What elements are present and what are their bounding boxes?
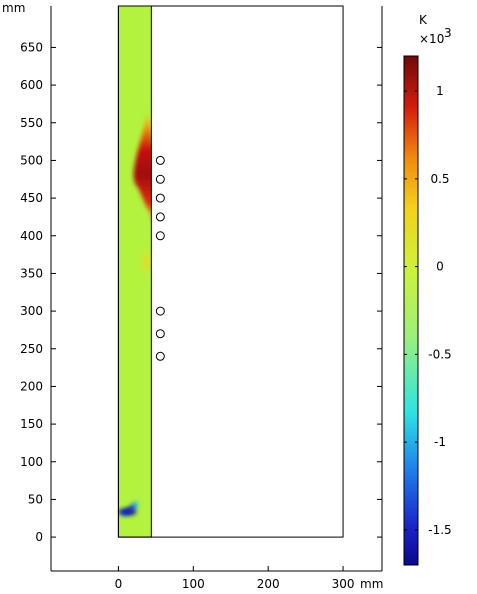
- colorbar-tick-label: -1: [434, 435, 446, 449]
- y-tick-label: 600: [20, 78, 43, 92]
- warm-spot: [138, 243, 152, 281]
- marker-point: [155, 351, 165, 361]
- x-tick-label: 200: [257, 577, 280, 591]
- markers: [155, 155, 165, 361]
- cold-core: [118, 508, 137, 516]
- colorbar-tick-label: 0.5: [430, 172, 449, 186]
- y-tick-label: 50: [28, 492, 43, 506]
- colorbar-tick-label: 0: [436, 260, 444, 274]
- marker-point: [155, 231, 165, 241]
- marker-point: [155, 174, 165, 184]
- x-tick-label: 300: [332, 577, 355, 591]
- marker-point: [155, 155, 165, 165]
- marker-point: [155, 212, 165, 222]
- axes: 0 50 100 150 200 250 300 350 400 450 500 550 600 650 0…: [2, 1, 383, 591]
- y-tick-label: 0: [35, 530, 43, 544]
- y-tick-label: 150: [20, 417, 43, 431]
- field-layer: [117, 5, 344, 538]
- colorbar-tick-label: -0.5: [428, 347, 451, 361]
- colorbar-unit-label: K: [419, 13, 428, 27]
- colorbar-tick-label: 1: [436, 84, 444, 98]
- field-strip: [118, 6, 152, 538]
- y-tick-label: 650: [20, 40, 43, 54]
- y-tick-label: 200: [20, 379, 43, 393]
- y-unit-label: mm: [2, 1, 25, 15]
- colorbar-multiplier-exponent: 3: [444, 26, 452, 40]
- marker-point: [155, 306, 165, 316]
- y-tick-label: 400: [20, 229, 43, 243]
- y-tick-label: 250: [20, 342, 43, 356]
- colorbar-gradient: [403, 55, 419, 566]
- x-tick-label: 100: [182, 577, 205, 591]
- y-tick-label: 100: [20, 455, 43, 469]
- colorbar-multiplier: ×10: [419, 32, 444, 46]
- hot-band: [133, 107, 152, 229]
- colorbar-tick-label: -1.5: [428, 523, 451, 537]
- y-tick-label: 500: [20, 153, 43, 167]
- y-tick-label: 300: [20, 304, 43, 318]
- x-unit-label: mm: [360, 577, 383, 591]
- y-tick-label: 450: [20, 191, 43, 205]
- y-tick-label: 350: [20, 266, 43, 280]
- marker-point: [155, 329, 165, 339]
- y-tick-label: 550: [20, 116, 43, 130]
- colorbar: 1 0.5 0 -0.5 -1 -1.5 K ×10 3: [403, 13, 452, 566]
- domain-outline: [117, 5, 344, 538]
- x-tick-label: 0: [115, 577, 123, 591]
- marker-point: [155, 193, 165, 203]
